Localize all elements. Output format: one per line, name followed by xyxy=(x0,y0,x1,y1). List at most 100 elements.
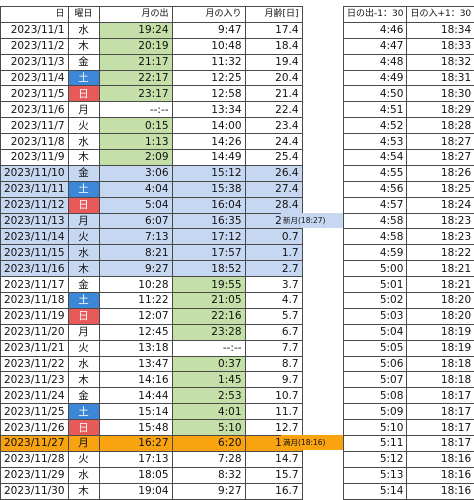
moonset-cell: 5:10 xyxy=(172,420,245,436)
sun-header-row: 日の出-1：30 日の入+1：30 xyxy=(344,7,474,23)
sunset-plus-cell: 18:23 xyxy=(407,213,474,229)
sunrise-minus-cell: 4:52 xyxy=(344,118,407,134)
moonset-cell: 15:12 xyxy=(172,165,245,181)
weekday-cell: 日 xyxy=(68,308,99,324)
sunset-plus-cell: 18:18 xyxy=(407,372,474,388)
moon-age-cell: 10.7 xyxy=(245,388,302,404)
sunset-plus-cell: 18:27 xyxy=(407,150,474,166)
sunset-plus-cell: 18:16 xyxy=(407,467,474,483)
date-cell: 2023/11/23 xyxy=(1,372,69,388)
moonset-cell: --:-- xyxy=(172,340,245,356)
date-cell: 2023/11/7 xyxy=(1,118,69,134)
weekday-cell: 木 xyxy=(68,372,99,388)
date-cell: 2023/11/6 xyxy=(1,102,69,118)
date-cell: 2023/11/22 xyxy=(1,356,69,372)
moonrise-cell: 5:04 xyxy=(99,197,172,213)
moonrise-cell: 0:15 xyxy=(99,118,172,134)
weekday-cell: 金 xyxy=(68,388,99,404)
moonset-cell: 21:05 xyxy=(172,293,245,309)
weekday-cell: 金 xyxy=(68,54,99,70)
date-cell: 2023/11/15 xyxy=(1,245,69,261)
moonrise-cell: 18:05 xyxy=(99,467,172,483)
moonrise-cell: 22:17 xyxy=(99,70,172,86)
moonrise-cell: 9:27 xyxy=(99,261,172,277)
moon-age-cell: 25.4 xyxy=(245,150,302,166)
sunset-plus-cell: 18:29 xyxy=(407,102,474,118)
moon-age-cell: 17.4 xyxy=(245,22,302,38)
sunrise-minus-cell: 5:13 xyxy=(344,467,407,483)
sunset-plus-cell: 18:22 xyxy=(407,245,474,261)
date-cell: 2023/11/14 xyxy=(1,229,69,245)
moon-age-cell: 8.7 xyxy=(245,356,302,372)
header-sunset-plus: 日の入+1：30 xyxy=(407,7,474,23)
sunset-plus-cell: 18:23 xyxy=(407,229,474,245)
sunset-plus-cell: 18:17 xyxy=(407,404,474,420)
date-cell: 2023/11/26 xyxy=(1,420,69,436)
moonrise-cell: --:-- xyxy=(99,102,172,118)
weekday-cell: 水 xyxy=(68,467,99,483)
date-cell: 2023/11/12 xyxy=(1,197,69,213)
sunset-plus-cell: 18:17 xyxy=(407,388,474,404)
sunset-plus-cell: 18:27 xyxy=(407,134,474,150)
moon-age-cell: 14.7 xyxy=(245,451,302,467)
sunrise-minus-cell: 5:04 xyxy=(344,324,407,340)
weekday-cell: 日 xyxy=(68,420,99,436)
moon-age-cell: 28.4 xyxy=(245,197,302,213)
date-cell: 2023/11/10 xyxy=(1,165,69,181)
header-moonset: 月の入り xyxy=(172,7,245,23)
moon-age-cell: 22.4 xyxy=(245,102,302,118)
header-moonrise: 月の出 xyxy=(99,7,172,23)
weekday-cell: 金 xyxy=(68,165,99,181)
header-date: 日 xyxy=(1,7,69,23)
sunrise-minus-cell: 5:01 xyxy=(344,277,407,293)
sunset-plus-cell: 18:17 xyxy=(407,420,474,436)
moonrise-cell: 23:17 xyxy=(99,86,172,102)
moonset-cell: 15:38 xyxy=(172,181,245,197)
date-cell: 2023/11/5 xyxy=(1,86,69,102)
moonset-cell: 7:28 xyxy=(172,451,245,467)
moon-age-cell: 20.4 xyxy=(245,70,302,86)
moonrise-cell: 14:16 xyxy=(99,372,172,388)
weekday-cell: 水 xyxy=(68,134,99,150)
header-weekday: 曜日 xyxy=(68,7,99,23)
moon-age-cell: 15.7 xyxy=(245,467,302,483)
sunrise-minus-cell: 4:57 xyxy=(344,197,407,213)
sunrise-minus-cell: 4:59 xyxy=(344,245,407,261)
moonset-cell: 17:12 xyxy=(172,229,245,245)
weekday-cell: 土 xyxy=(68,70,99,86)
moonset-cell: 0:37 xyxy=(172,356,245,372)
moon-age-cell: 6.7 xyxy=(245,324,302,340)
moon-age-cell: 3.7 xyxy=(245,277,302,293)
sunrise-minus-cell: 4:54 xyxy=(344,150,407,166)
sunrise-minus-cell: 4:53 xyxy=(344,134,407,150)
date-cell: 2023/11/28 xyxy=(1,451,69,467)
weekday-cell: 木 xyxy=(68,261,99,277)
date-cell: 2023/11/29 xyxy=(1,467,69,483)
moonrise-cell: 6:07 xyxy=(99,213,172,229)
